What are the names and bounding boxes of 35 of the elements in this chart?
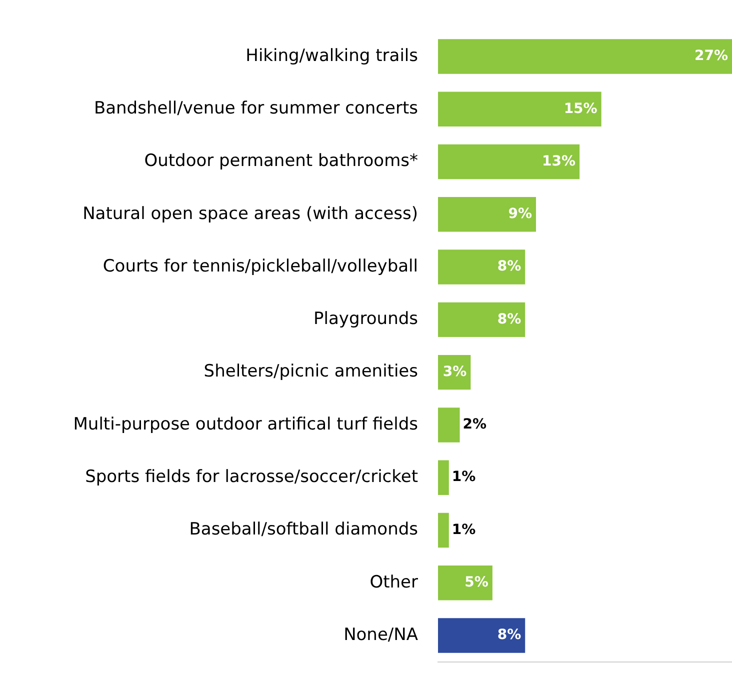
data-label: 8% bbox=[497, 258, 522, 275]
data-label: 1% bbox=[452, 469, 476, 486]
data-label: 1% bbox=[452, 522, 476, 538]
y-tick-label: Other bbox=[370, 572, 418, 592]
bar bbox=[438, 565, 492, 600]
bar bbox=[438, 512, 449, 548]
y-tick-label: Outdoor permanent bathrooms* bbox=[144, 151, 418, 172]
data-label: 3% bbox=[442, 364, 467, 380]
y-tick-label: Sports fields for lacrosse/soccer/cricket bbox=[85, 467, 418, 488]
data-label: 8% bbox=[497, 311, 522, 328]
y-tick-label: Shelters/picnic amenities bbox=[204, 362, 418, 382]
data-label: 9% bbox=[508, 206, 532, 222]
bar bbox=[438, 197, 536, 232]
data-label: 15% bbox=[564, 100, 598, 117]
y-tick-label: Bandshell/venue for summer concerts bbox=[94, 98, 418, 119]
bar bbox=[438, 618, 526, 653]
y-tick-label: Baseball/softball diamonds bbox=[189, 520, 418, 540]
y-tick-label: Playgrounds bbox=[314, 309, 418, 330]
data-label: 5% bbox=[464, 574, 488, 590]
bar bbox=[438, 302, 526, 338]
y-tick-label: None/NA bbox=[344, 624, 418, 645]
y-tick-label: Multi-purpose outdoor artifical turf fields bbox=[73, 414, 418, 434]
bar bbox=[438, 92, 602, 127]
bar bbox=[438, 144, 580, 180]
data-label: 2% bbox=[462, 416, 487, 433]
bar bbox=[438, 39, 732, 74]
bar bbox=[438, 250, 526, 284]
data-label: 8% bbox=[497, 627, 522, 644]
data-label: 13% bbox=[542, 153, 576, 170]
y-tick-label: Hiking/walking trails bbox=[246, 46, 418, 66]
data-label: 27% bbox=[694, 48, 728, 64]
bar bbox=[438, 408, 460, 442]
y-tick-label: Natural open space areas (with access) bbox=[82, 204, 418, 224]
bar bbox=[438, 460, 449, 495]
y-tick-label: Courts for tennis/pickleball/volleyball bbox=[102, 256, 418, 276]
